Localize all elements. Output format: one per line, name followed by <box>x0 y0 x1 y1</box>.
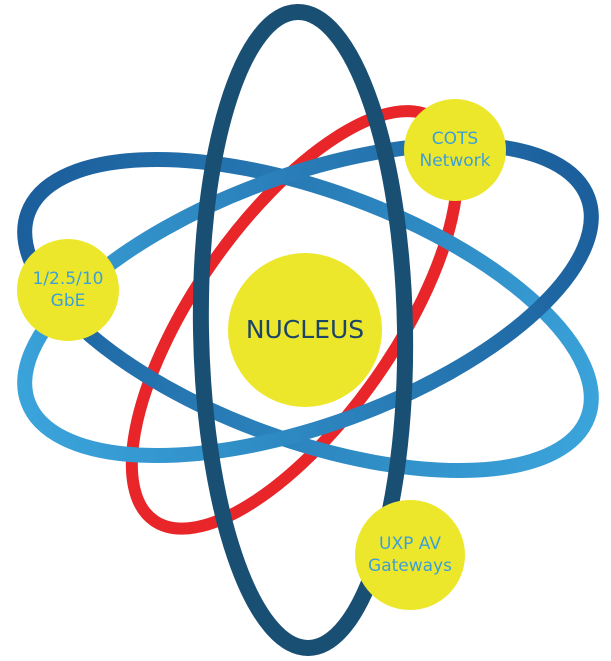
atom-diagram: NUCLEUS COTS Network 1/2.5/10 GbE UXP AV… <box>0 0 611 661</box>
nucleus-label: NUCLEUS <box>246 315 364 344</box>
node-label: Network <box>420 151 491 171</box>
node-label: UXP AV <box>379 534 441 554</box>
node-label: 1/2.5/10 <box>33 269 104 289</box>
node-label: COTS <box>432 129 478 149</box>
node <box>355 500 465 610</box>
node <box>17 239 119 341</box>
node-label: GbE <box>51 291 86 311</box>
node <box>404 99 506 201</box>
node-label: Gateways <box>368 556 452 576</box>
